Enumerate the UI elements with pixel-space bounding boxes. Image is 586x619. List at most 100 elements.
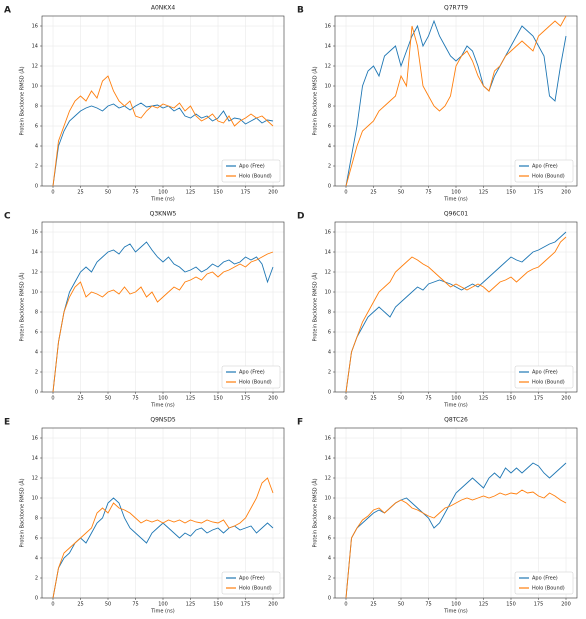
y-tick-label: 10: [325, 290, 331, 296]
y-tick-label: 14: [325, 250, 331, 256]
y-tick-label: 0: [328, 596, 331, 602]
y-tick-label: 4: [328, 144, 331, 150]
panel: E Q9NSD5 0 2 4 6 8 10 12 14 16 0 25 50 75 100 125 150 175 2…: [4, 417, 285, 615]
x-tick-label: 0: [344, 602, 347, 608]
x-tick-label: 175: [241, 602, 251, 608]
legend-label: Holo (Bound): [239, 174, 272, 180]
panel-title: Q8TC26: [444, 417, 468, 424]
series-line: [52, 102, 274, 187]
panel: A A0NKX4 0 2 4 6 8 10 12 14 16 0 25 50 75 100 125 150 175 2…: [4, 5, 285, 203]
x-tick-label: 75: [425, 602, 431, 608]
x-tick-label: 200: [268, 396, 278, 402]
x-tick-label: 150: [506, 396, 516, 402]
x-tick-label: 100: [451, 602, 461, 608]
y-axis-label: Protein Backbone RMSD (Å): [312, 272, 319, 341]
y-tick-label: 10: [325, 84, 331, 90]
y-tick-label: 16: [32, 436, 38, 442]
legend-label: Holo (Bound): [239, 380, 272, 386]
x-tick-label: 150: [213, 396, 223, 402]
legend-box: [221, 159, 281, 183]
x-tick-label: 100: [158, 602, 168, 608]
legend-box: [514, 159, 574, 183]
x-tick-label: 25: [370, 602, 376, 608]
legend-label: Apo (Free): [532, 164, 558, 170]
y-tick-label: 8: [35, 310, 38, 316]
legend-box: [221, 571, 281, 595]
y-tick-label: 14: [32, 456, 38, 462]
panel-title: Q3KNW5: [150, 211, 177, 218]
x-tick-label: 175: [534, 190, 544, 196]
y-tick-label: 2: [328, 164, 331, 170]
y-tick-label: 12: [32, 476, 38, 482]
legend-label: Holo (Bound): [239, 586, 272, 592]
plot-frame: [41, 427, 285, 599]
y-axis-label: Protein Backbone RMSD (Å): [312, 66, 319, 135]
x-tick-label: 50: [105, 602, 111, 608]
x-tick-label: 75: [132, 602, 138, 608]
y-tick-label: 10: [32, 290, 38, 296]
panel-title: Q7R7T9: [444, 5, 468, 12]
y-tick-label: 10: [32, 496, 38, 502]
x-tick-label: 100: [451, 190, 461, 196]
y-tick-label: 2: [35, 370, 38, 376]
x-axis-label: Time (ns): [150, 609, 175, 615]
y-tick-label: 16: [325, 24, 331, 30]
y-tick-label: 8: [328, 104, 331, 110]
y-tick-label: 8: [328, 516, 331, 522]
x-tick-label: 50: [398, 602, 404, 608]
legend-box: [221, 365, 281, 389]
x-axis-label: Time (ns): [443, 197, 468, 203]
plot-frame: [334, 427, 578, 599]
x-tick-label: 0: [51, 190, 54, 196]
y-axis-label: Protein Backbone RMSD (Å): [19, 272, 26, 341]
panel-letter: E: [4, 418, 10, 428]
legend-label: Holo (Bound): [532, 380, 565, 386]
panel-title: A0NKX4: [151, 5, 175, 12]
x-tick-label: 150: [506, 190, 516, 196]
panel-title: Q9NSD5: [150, 417, 175, 424]
y-tick-label: 14: [32, 44, 38, 50]
y-tick-label: 4: [328, 556, 331, 562]
x-tick-label: 175: [241, 396, 251, 402]
x-tick-label: 125: [479, 190, 489, 196]
legend-box: [514, 365, 574, 389]
panel: F Q8TC26 0 2 4 6 8 10 12 14 16 0 25 50 75 100 125 150 175 2…: [297, 417, 578, 615]
legend-label: Holo (Bound): [532, 174, 565, 180]
x-tick-label: 25: [370, 190, 376, 196]
x-tick-label: 100: [158, 396, 168, 402]
x-tick-label: 100: [451, 396, 461, 402]
x-tick-label: 150: [213, 602, 223, 608]
y-tick-label: 0: [35, 596, 38, 602]
panel: C Q3KNW5 0 2 4 6 8 10 12 14 16 0 25 50 75 100 125 150 175 2…: [4, 211, 285, 409]
x-axis-label: Time (ns): [443, 403, 468, 409]
x-tick-label: 175: [241, 190, 251, 196]
x-tick-label: 50: [105, 396, 111, 402]
plot-frame: [41, 15, 285, 187]
y-tick-label: 6: [328, 536, 331, 542]
y-tick-label: 2: [328, 576, 331, 582]
series-line: [345, 15, 567, 187]
series-line: [345, 231, 567, 393]
x-tick-label: 200: [561, 190, 571, 196]
series-line: [52, 75, 274, 187]
y-tick-label: 4: [35, 144, 38, 150]
plot-frame: [41, 221, 285, 393]
x-tick-label: 0: [51, 396, 54, 402]
panel-letter: A: [4, 6, 11, 16]
legend-box: [514, 571, 574, 595]
x-tick-label: 50: [398, 396, 404, 402]
x-tick-label: 150: [506, 602, 516, 608]
y-tick-label: 6: [35, 330, 38, 336]
panel-title: Q96C01: [444, 211, 468, 218]
x-tick-label: 100: [158, 190, 168, 196]
x-tick-label: 25: [370, 396, 376, 402]
panel-letter: B: [297, 6, 304, 16]
x-tick-label: 200: [268, 190, 278, 196]
y-tick-label: 16: [32, 230, 38, 236]
y-tick-label: 2: [35, 576, 38, 582]
series-line: [345, 19, 567, 187]
legend-label: Apo (Free): [532, 370, 558, 376]
x-tick-label: 0: [51, 602, 54, 608]
y-tick-label: 4: [35, 556, 38, 562]
x-tick-label: 25: [77, 396, 83, 402]
